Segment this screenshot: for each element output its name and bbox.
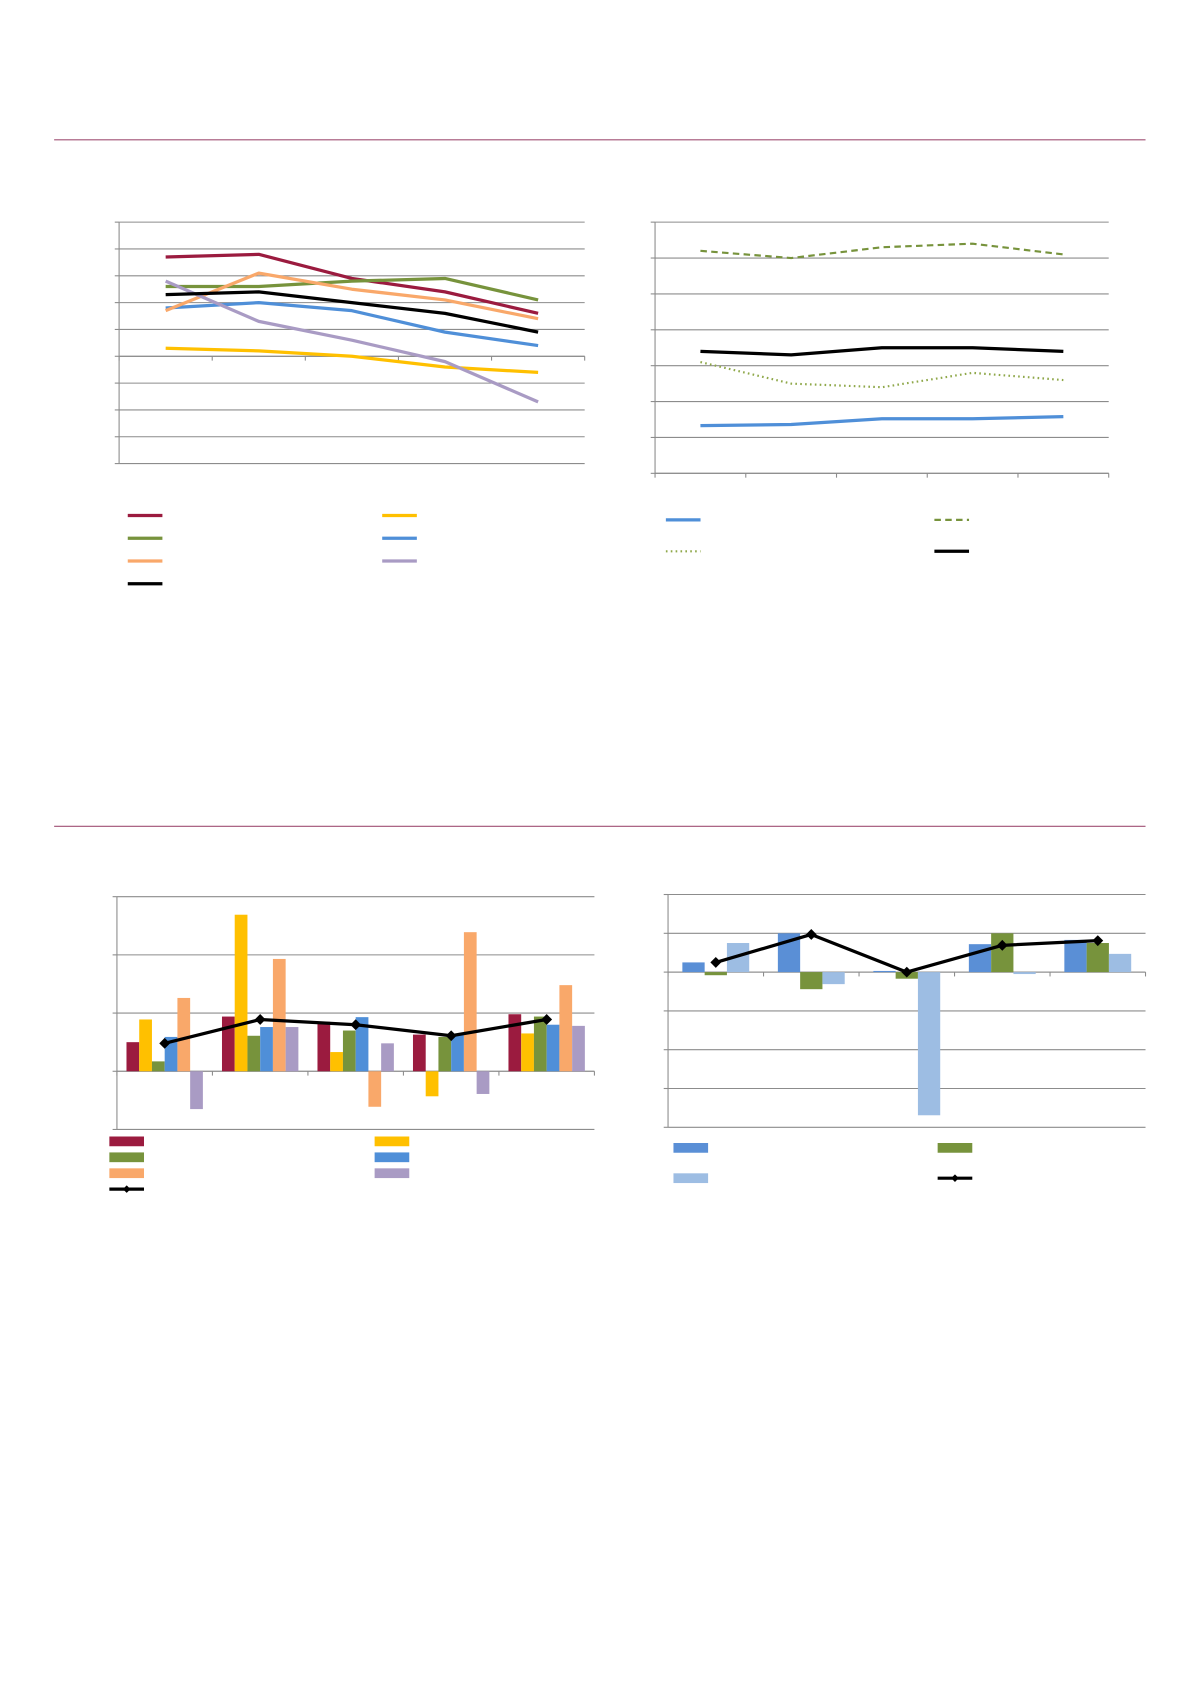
bar xyxy=(1086,943,1109,973)
legend-swatch xyxy=(673,1173,709,1184)
line-series xyxy=(715,932,1098,974)
line-series xyxy=(700,346,1064,357)
line-series xyxy=(165,290,539,334)
bar xyxy=(559,985,573,1072)
legend-swatch xyxy=(374,1152,410,1163)
bar xyxy=(1013,972,1036,975)
bar xyxy=(425,1071,439,1097)
legend-swatch xyxy=(374,1168,410,1179)
bar xyxy=(247,1035,261,1072)
bar xyxy=(368,1071,382,1107)
legend-swatch xyxy=(109,1136,145,1147)
bar xyxy=(451,1034,464,1072)
line-series xyxy=(700,242,1064,260)
line-series xyxy=(165,279,539,404)
bar xyxy=(1064,939,1087,973)
bar xyxy=(521,1033,534,1072)
line-series xyxy=(700,415,1064,428)
legend-swatch xyxy=(937,1142,973,1153)
bar xyxy=(260,1027,273,1072)
bar xyxy=(355,1017,369,1072)
bar xyxy=(533,1016,547,1072)
bar xyxy=(917,972,941,1116)
bar xyxy=(682,962,705,973)
bar xyxy=(800,972,823,990)
bar xyxy=(476,1071,490,1094)
bar xyxy=(704,972,727,976)
bar xyxy=(1108,953,1132,973)
bar xyxy=(126,1042,140,1072)
bar xyxy=(412,1034,426,1072)
line-marker xyxy=(254,1014,266,1025)
bar xyxy=(285,1027,299,1072)
bar xyxy=(190,1071,203,1110)
line-series xyxy=(165,271,539,321)
bar xyxy=(572,1025,585,1072)
line-series xyxy=(165,300,539,348)
bar xyxy=(342,1030,356,1072)
legend-swatch xyxy=(109,1152,145,1163)
legend-swatch xyxy=(109,1168,145,1179)
bar xyxy=(221,1016,235,1072)
bar xyxy=(438,1036,452,1072)
bar xyxy=(873,970,896,973)
line-marker xyxy=(996,939,1008,951)
legend-swatch xyxy=(673,1142,709,1153)
bar xyxy=(822,972,845,985)
bar xyxy=(151,1061,165,1072)
bar xyxy=(508,1014,522,1072)
bar xyxy=(330,1052,343,1072)
bar xyxy=(177,997,191,1072)
legend-swatch xyxy=(374,1136,410,1147)
bar xyxy=(317,1021,331,1072)
bar xyxy=(234,914,248,1072)
line-marker xyxy=(710,956,722,968)
legend-marker xyxy=(951,1174,959,1182)
line-series xyxy=(165,252,539,315)
bar xyxy=(463,932,477,1072)
legend-marker xyxy=(122,1185,131,1193)
bar xyxy=(381,1043,394,1072)
line-marker xyxy=(805,929,817,940)
line-series xyxy=(165,346,539,374)
bar xyxy=(139,1019,152,1072)
bar xyxy=(272,958,286,1072)
bar xyxy=(991,933,1014,973)
line-marker xyxy=(159,1037,171,1049)
bar xyxy=(546,1024,560,1072)
